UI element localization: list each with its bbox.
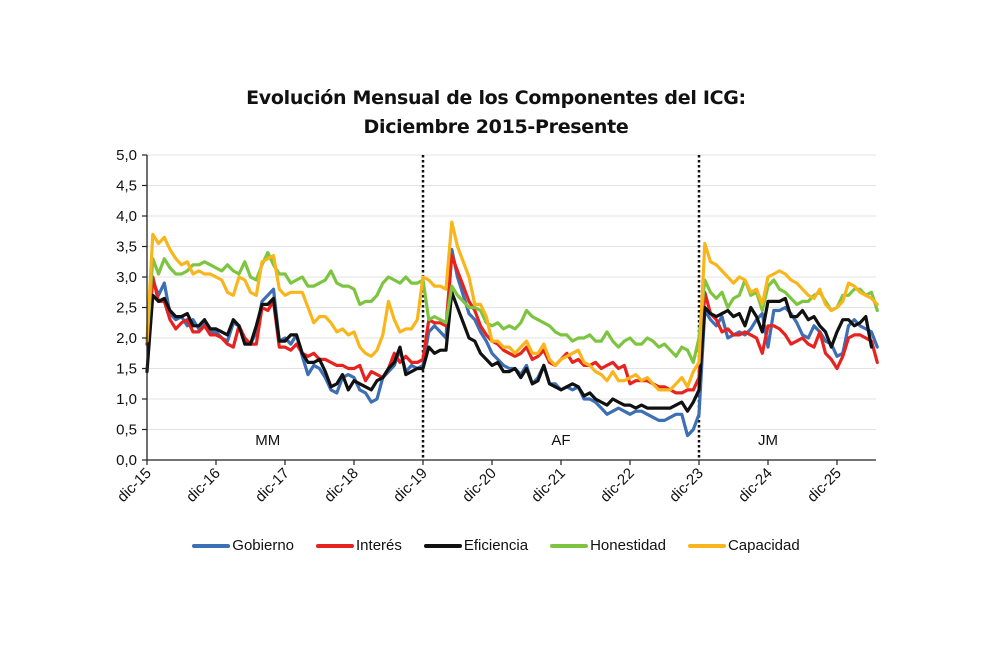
y-tick-labels: 0,0 0,5 1,0 1,5 2,0 2,5 3,0 3,5 4,0 4,5 5,0 xyxy=(116,147,137,469)
legend-swatch xyxy=(687,543,726,548)
legend-item: Honestidad xyxy=(550,537,666,554)
legend-item: Eficiencia xyxy=(423,537,529,554)
legend-label: Honestidad xyxy=(590,537,666,554)
x-tick-label: dic-22 xyxy=(597,465,638,506)
region-label: AF xyxy=(551,432,570,449)
axes xyxy=(142,154,876,465)
region-label: JM xyxy=(758,432,778,449)
legend-label: Interés xyxy=(356,537,402,554)
region-labels: MM AF JM xyxy=(255,432,778,449)
x-tick-label: dic-19 xyxy=(390,465,431,506)
y-tick-label: 3,5 xyxy=(116,239,137,256)
y-tick-label: 4,5 xyxy=(116,178,137,195)
x-tick-label: dic-21 xyxy=(528,465,569,506)
x-tick-label: dic-25 xyxy=(804,465,845,506)
y-tick-label: 2,5 xyxy=(116,300,137,317)
legend-swatch xyxy=(316,543,355,548)
legend-item: Gobierno xyxy=(192,537,294,554)
x-tick-labels: dic-15 dic-16 dic-17 dic-18 dic-19 dic-20 dic-… xyxy=(114,465,845,506)
legend-swatch xyxy=(423,543,462,548)
x-tick-label: dic-16 xyxy=(183,465,224,506)
x-tick-label: dic-20 xyxy=(459,465,500,506)
region-label: MM xyxy=(255,432,280,449)
legend-swatch xyxy=(192,543,231,548)
chart-title: Evolución Mensual de los Componentes del… xyxy=(0,84,992,142)
y-tick-label: 0,0 xyxy=(116,452,137,469)
legend-item: Capacidad xyxy=(687,537,800,554)
y-tick-label: 5,0 xyxy=(116,147,137,164)
chart-title-line-1: Evolución Mensual de los Componentes del… xyxy=(246,87,746,109)
legend: Gobierno Interés Eficiencia Honestidad Capac… xyxy=(0,537,992,554)
chart-title-line-2: Diciembre 2015-Presente xyxy=(363,116,629,138)
y-tick-label: 3,0 xyxy=(116,269,137,286)
y-tick-label: 0,5 xyxy=(116,422,137,439)
legend-label: Capacidad xyxy=(727,537,800,554)
x-tick-label: dic-17 xyxy=(252,465,293,506)
y-tick-label: 1,0 xyxy=(116,391,137,408)
y-tick-label: 1,5 xyxy=(116,361,137,378)
x-tick-label: dic-18 xyxy=(321,465,362,506)
legend-label: Gobierno xyxy=(232,537,295,554)
series-line-capacidad xyxy=(145,220,879,392)
x-tick-label: dic-23 xyxy=(666,465,707,506)
legend-item: Interés xyxy=(316,537,402,554)
series-line-eficiencia xyxy=(145,290,874,413)
y-tick-label: 4,0 xyxy=(116,208,137,225)
series-line-interes xyxy=(145,254,879,395)
x-tick-label: dic-15 xyxy=(114,465,155,506)
gridlines xyxy=(147,154,876,430)
series-lines xyxy=(145,220,879,438)
series-line-honestidad xyxy=(145,251,879,364)
legend-label: Eficiencia xyxy=(463,537,529,554)
x-tick-label: dic-24 xyxy=(735,465,776,506)
legend-swatch xyxy=(550,543,589,548)
y-tick-label: 2,0 xyxy=(116,330,137,347)
period-dividers xyxy=(421,155,701,460)
